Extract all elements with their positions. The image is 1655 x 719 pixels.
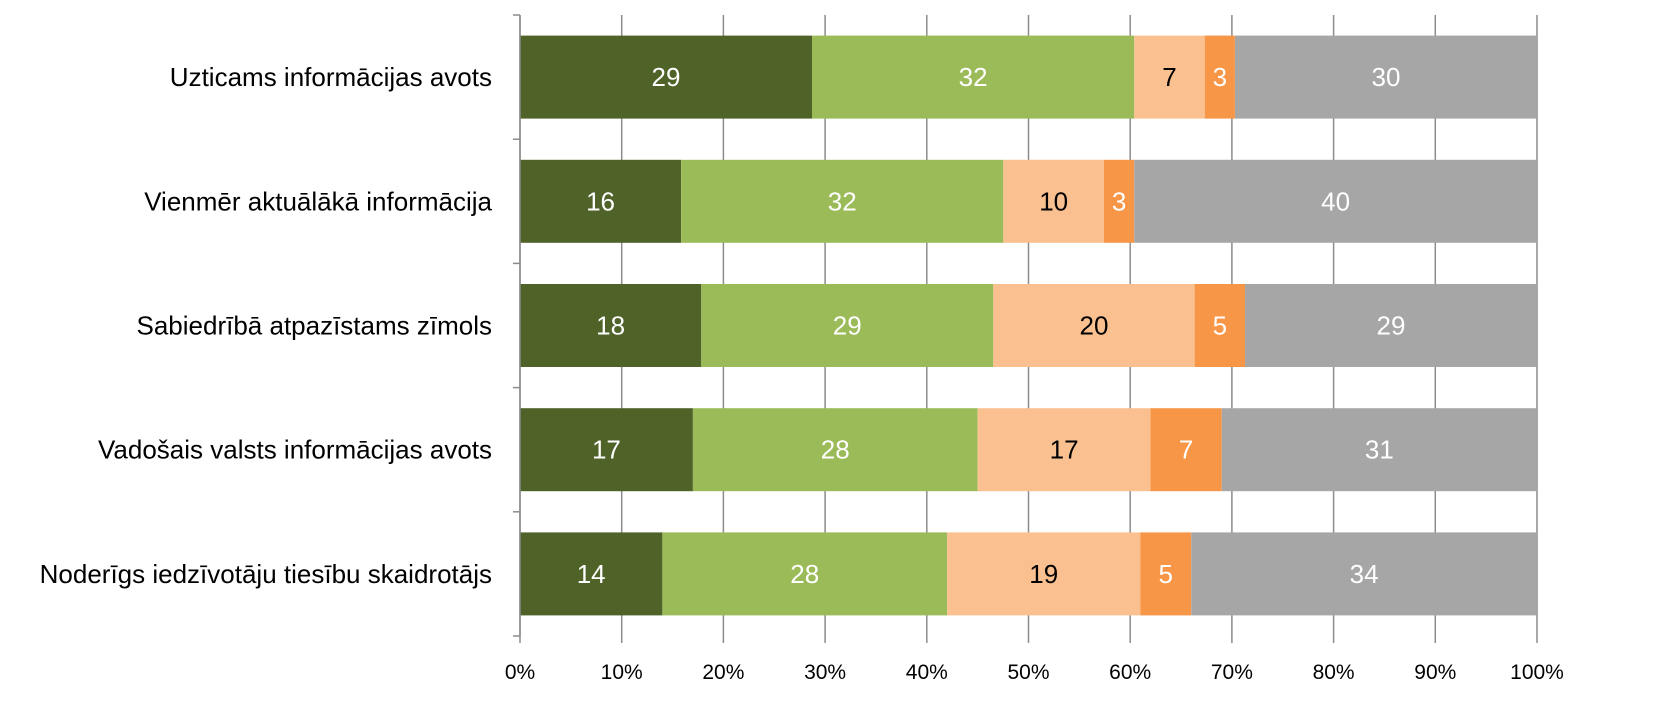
category-label: Uzticams informācijas avots (170, 62, 492, 92)
data-label: 10 (1039, 186, 1068, 216)
bar-segment (1204, 35, 1235, 119)
data-label: 32 (828, 186, 857, 216)
data-label: 5 (1213, 311, 1227, 341)
bar-segment (1221, 408, 1537, 492)
x-tick-label: 0% (505, 661, 535, 684)
bar-segment (701, 284, 994, 367)
data-label: 29 (1377, 311, 1406, 341)
category-label: Noderīgs iedzīvotāju tiesību skaidrotājs (40, 559, 492, 589)
bar-segment (977, 408, 1151, 492)
data-label: 7 (1179, 435, 1193, 465)
data-label: 3 (1112, 186, 1126, 216)
bar-segment (692, 408, 978, 492)
x-tick-label: 90% (1414, 661, 1456, 684)
data-label: 17 (1050, 435, 1079, 465)
x-tick-label: 50% (1007, 661, 1049, 684)
x-tick-label: 40% (906, 661, 948, 684)
bar-segment (681, 159, 1004, 243)
category-label: Vienmēr aktuālākā informācija (144, 186, 492, 216)
bar-segment (1194, 284, 1245, 367)
data-label: 30 (1371, 62, 1400, 92)
bar-segment (1234, 35, 1537, 119)
data-label: 28 (821, 435, 850, 465)
bar-segment (520, 159, 682, 243)
data-label: 31 (1365, 435, 1394, 465)
bar-segment (1244, 284, 1537, 367)
data-label: 7 (1162, 62, 1176, 92)
bar-segment (1003, 159, 1105, 243)
x-tick-label: 80% (1313, 661, 1355, 684)
x-tick-label: 70% (1211, 661, 1253, 684)
data-label: 32 (959, 62, 988, 92)
bar-segment (1191, 532, 1537, 616)
bar-segment (812, 35, 1135, 119)
bar-segment (520, 284, 702, 367)
data-label: 3 (1213, 62, 1227, 92)
data-label: 28 (790, 559, 819, 589)
data-label: 34 (1350, 559, 1379, 589)
data-label: 16 (586, 186, 615, 216)
data-label: 17 (592, 435, 621, 465)
x-tick-label: 30% (804, 661, 846, 684)
bar-segment (947, 532, 1141, 616)
bar-segment (520, 532, 663, 616)
axes (513, 14, 1538, 643)
bar-segment (1150, 408, 1222, 492)
labels: 0% 10% 20% 30% 40% 50% 60% 70% 80% 90% 100% 29 32 7 3 3… (40, 62, 1564, 684)
bar-segment (1134, 35, 1205, 119)
bar-segment (993, 284, 1195, 367)
bar-segment (662, 532, 948, 616)
data-label: 19 (1029, 559, 1058, 589)
bars (520, 35, 1537, 616)
bar-segment (1134, 159, 1537, 243)
x-tick-label: 60% (1109, 661, 1151, 684)
bar-segment (1104, 159, 1135, 243)
data-label: 29 (652, 62, 681, 92)
data-label: 20 (1079, 311, 1108, 341)
bar-segment (520, 408, 693, 492)
data-label: 18 (596, 311, 625, 341)
data-label: 29 (833, 311, 862, 341)
bar-segment (1140, 532, 1192, 616)
x-tick-label: 100% (1510, 661, 1564, 684)
category-label: Vadošais valsts informācijas avots (98, 435, 492, 465)
data-label: 5 (1159, 559, 1173, 589)
x-tick-label: 20% (702, 661, 744, 684)
data-label: 40 (1321, 186, 1350, 216)
data-label: 14 (577, 559, 606, 589)
category-label: Sabiedrībā atpazīstams zīmols (137, 311, 493, 341)
bar-segment (520, 35, 813, 119)
x-tick-label: 10% (601, 661, 643, 684)
